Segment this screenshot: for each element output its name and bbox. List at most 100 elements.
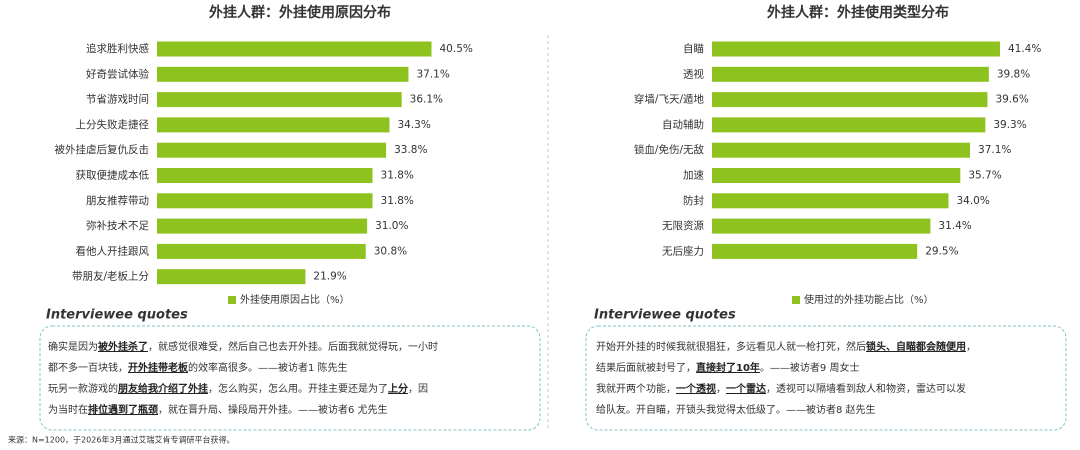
data-label: 30.8% xyxy=(374,245,407,257)
quote-line: 给队友。开自瞄，开锁头我觉得太低级了。——被访者8 赵先生 xyxy=(596,403,876,416)
quote-text: ， xyxy=(966,342,976,353)
quote-text: 我就开两个功能， xyxy=(596,382,676,395)
quote-heading: Interviewee quotes xyxy=(594,308,736,323)
data-label: 36.1% xyxy=(410,94,443,106)
data-label: 40.5% xyxy=(440,43,473,55)
y-tick-label: 自动辅助 xyxy=(662,118,704,131)
bar xyxy=(157,117,390,133)
data-label: 31.4% xyxy=(938,220,971,232)
bar xyxy=(712,142,971,158)
quote-text: 。——被访者9 周女士 xyxy=(760,361,860,374)
quote-box xyxy=(39,325,541,431)
quote-text: 确实是因为 xyxy=(48,340,98,353)
quote-text: 朋友给我介绍了外挂 xyxy=(117,382,208,395)
quote-line: 玩另一款游戏的朋友给我介绍了外挂，怎么购买，怎么用。开挂主要还是为了上分，因 xyxy=(48,382,428,395)
quote-text: ，怎么购买，怎么用。开挂主要还是为了 xyxy=(208,382,388,395)
bar xyxy=(712,193,949,209)
data-label: 29.5% xyxy=(925,245,958,257)
y-tick-label: 无限资源 xyxy=(662,219,704,232)
data-label: 31.8% xyxy=(381,170,414,182)
data-label: 21.9% xyxy=(313,271,346,283)
bar xyxy=(712,243,918,259)
quote-line: 结果后面就被封号了，直接封了10年。——被访者9 周女士 xyxy=(596,361,859,374)
legend-swatch xyxy=(792,296,800,304)
data-label: 31.8% xyxy=(381,195,414,207)
quote-text: 直接封了10年 xyxy=(696,361,760,374)
y-tick-label: 获取便捷成本低 xyxy=(76,169,150,182)
quote-text: ，就感觉很难受，然后自己也去开外挂。后面我就觉得玩，一小时 xyxy=(148,340,438,353)
y-tick-label: 防封 xyxy=(683,194,704,207)
y-tick-label: 带朋友/老板上分 xyxy=(72,270,150,283)
bar xyxy=(157,243,366,259)
y-tick-label: 弥补技术不足 xyxy=(86,219,149,232)
quote-text: 一个雷达 xyxy=(726,382,766,395)
data-label: 35.7% xyxy=(968,170,1001,182)
quote-text: ，就在晋升局、操段局开外挂。——被访者6 尤先生 xyxy=(158,403,388,416)
quote-text: 结果后面就被封号了， xyxy=(596,361,696,374)
legend-label: 使用过的外挂功能占比（%） xyxy=(804,293,934,306)
y-tick-label: 无后座力 xyxy=(662,244,704,257)
data-label: 39.8% xyxy=(997,68,1030,80)
quote-text: 一个透视 xyxy=(676,382,716,395)
bar xyxy=(157,193,373,209)
quote-text: 开外挂带老板 xyxy=(128,361,189,374)
chart-title: 外挂人群：外挂使用类型分布 xyxy=(767,4,949,21)
chart-title: 外挂人群：外挂使用原因分布 xyxy=(209,4,391,21)
quote-text: ，透视可以隔墙看到敌人和物资，雷达可以发 xyxy=(766,382,966,395)
quote-line: 确实是因为被外挂杀了，就感觉很难受，然后自己也去开外挂。后面我就觉得玩，一小时 xyxy=(48,340,438,353)
bar xyxy=(157,142,387,158)
bar xyxy=(157,168,373,183)
quote-text: 被外挂杀了 xyxy=(98,340,148,353)
quote-text: 上分 xyxy=(388,382,408,395)
quote-text: 排位遇到了瓶颈 xyxy=(88,403,158,416)
data-label: 39.3% xyxy=(993,119,1026,131)
quote-line: 我就开两个功能，一个透视，一个雷达，透视可以隔墙看到敌人和物资，雷达可以发 xyxy=(596,382,966,395)
quote-text: 给队友。开自瞄，开锁头我觉得太低级了。——被访者8 赵先生 xyxy=(596,403,876,416)
quote-text: 玩另一款游戏的 xyxy=(48,382,118,395)
data-label: 34.0% xyxy=(956,195,989,207)
data-label: 41.4% xyxy=(1008,43,1041,55)
data-label: 34.3% xyxy=(397,119,430,131)
bar xyxy=(712,92,988,108)
data-label: 37.1% xyxy=(978,144,1011,156)
y-tick-label: 穿墙/飞天/遁地 xyxy=(634,93,705,106)
y-tick-label: 透视 xyxy=(683,67,704,80)
y-tick-label: 锁血/免伤/无敌 xyxy=(634,143,705,156)
y-tick-label: 自瞄 xyxy=(683,42,704,55)
quote-line: 开始开外挂的时候我就很猖狂，多远看见人就一枪打死，然后锁头、自瞄都会随便用， xyxy=(596,340,976,353)
bar xyxy=(157,92,402,108)
quote-box xyxy=(585,325,1067,431)
bar xyxy=(712,168,961,183)
quote-text: 的效率高很多。——被访者1 陈先生 xyxy=(188,361,348,374)
bar xyxy=(157,218,368,234)
source: 来源：N=1200，于2026年3月通过艾瑞艾肯专调研平台获得。 xyxy=(8,435,235,445)
y-tick-label: 看他人开挂跟风 xyxy=(76,244,150,257)
legend-swatch xyxy=(228,296,236,304)
y-tick-label: 被外挂虐后复仇反击 xyxy=(55,143,150,156)
y-tick-label: 朋友推荐带动 xyxy=(86,194,149,207)
data-label: 39.6% xyxy=(995,94,1028,106)
bar xyxy=(157,41,432,57)
y-tick-label: 上分失败走捷径 xyxy=(76,118,150,131)
bar xyxy=(712,117,986,133)
quote-heading: Interviewee quotes xyxy=(46,308,188,323)
bar xyxy=(712,41,1000,57)
y-tick-label: 好奇尝试体验 xyxy=(86,67,149,80)
quote-line: 都不多一百块钱，开外挂带老板的效率高很多。——被访者1 陈先生 xyxy=(48,361,348,374)
y-tick-label: 追求胜利快感 xyxy=(86,42,149,55)
quote-text: 锁头、自瞄都会随便用 xyxy=(866,340,966,353)
quote-text: 开始开外挂的时候我就很猖狂，多远看见人就一枪打死，然后 xyxy=(596,340,866,353)
quote-text: ，因 xyxy=(408,383,428,395)
bar xyxy=(157,66,409,82)
y-tick-label: 加速 xyxy=(683,170,704,182)
bar xyxy=(712,66,989,82)
bar xyxy=(712,218,931,234)
data-label: 33.8% xyxy=(394,144,427,156)
quote-text: 为当时在 xyxy=(48,403,88,416)
data-label: 31.0% xyxy=(375,220,408,232)
quote-text: 都不多一百块钱， xyxy=(48,361,128,374)
y-tick-label: 节省游戏时间 xyxy=(86,93,149,106)
legend-label: 外挂使用原因占比（%） xyxy=(240,293,350,306)
